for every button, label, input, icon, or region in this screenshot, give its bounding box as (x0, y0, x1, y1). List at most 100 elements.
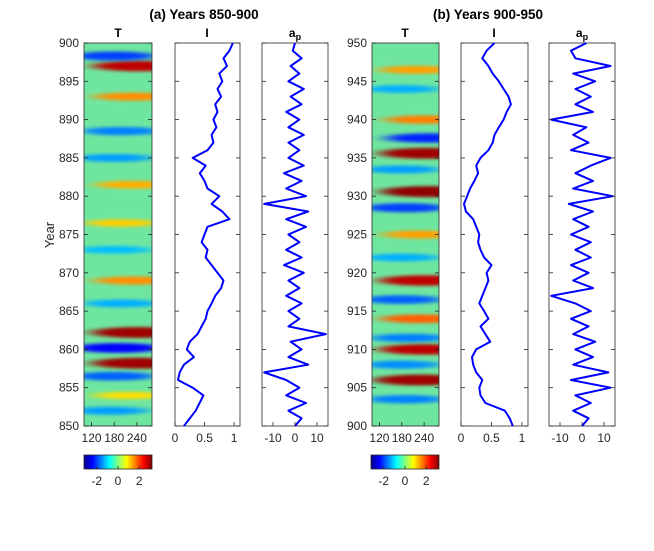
panel-title-ap-b: ap (576, 26, 589, 42)
heatmap-band (84, 245, 152, 254)
x-tick-label: 10 (597, 431, 611, 445)
heatmap-band (84, 371, 152, 381)
heatmap-band (385, 133, 439, 143)
heatmap-band (372, 165, 439, 174)
y-tick-label: 940 (347, 113, 367, 127)
heatmap-band (372, 394, 439, 404)
heatmap-band (373, 374, 439, 386)
heatmap-band (84, 219, 152, 227)
heatmap-band (385, 115, 439, 124)
heatmap-band (380, 314, 439, 324)
heatmap-band (372, 295, 439, 305)
heatmap-band (84, 342, 152, 353)
x-tick-label: 10 (310, 431, 324, 445)
panel-title-ap-a: ap (289, 26, 302, 42)
heatmap-band (372, 333, 439, 343)
colorbar-tick-label: -2 (378, 474, 389, 488)
heatmap-band (95, 180, 152, 189)
x-tick-label: 1 (231, 431, 238, 445)
heatmap-band (378, 275, 439, 286)
colorbar-tick-label: 2 (423, 474, 430, 488)
x-tick-label: 240 (414, 431, 434, 445)
colorbar-b-gradient (371, 455, 439, 469)
x-tick-label: 240 (127, 431, 147, 445)
heatmap-band (382, 230, 439, 239)
y-tick-label: 850 (59, 419, 79, 433)
heatmap-band (93, 391, 152, 400)
colorbar-ticks: -2 0 2 -2 0 2 (91, 466, 430, 488)
panel-title-T-b: T (401, 26, 409, 40)
heatmap-band (94, 276, 152, 285)
heatmap-band (372, 85, 439, 93)
line-panel-I-b (460, 42, 529, 427)
line-panel-ap-b (548, 42, 616, 427)
heatmap-band (84, 51, 152, 61)
heatmap-band (372, 203, 439, 213)
title-b: (b) Years 900-950 (433, 7, 543, 22)
panel-I-b-frame (460, 42, 529, 427)
x-tick-label: 0.5 (483, 431, 500, 445)
heatmap-band (372, 253, 439, 262)
y-tick-label: 895 (59, 74, 79, 88)
y-tick-label: 920 (347, 266, 367, 280)
y-tick-label: 930 (347, 189, 367, 203)
heatmap-band (84, 153, 152, 162)
line-panel-I-a (174, 42, 241, 427)
x-tick-label: -10 (264, 431, 282, 445)
panel-title-I-b: I (492, 26, 495, 40)
x-tick-label: 0 (172, 431, 179, 445)
heatmap-band (92, 60, 152, 72)
axis-ticks: 120 180 2408508558608658708758808858908959… (59, 36, 615, 445)
x-tick-label: 1 (519, 431, 526, 445)
y-tick-label: 855 (59, 381, 79, 395)
heatmap-band (378, 344, 439, 355)
panel-I-a-frame (174, 42, 241, 427)
x-tick-label: 0 (458, 431, 465, 445)
line-panel-ap-a (261, 42, 329, 427)
y-tick-label: 925 (347, 228, 367, 242)
colorbar-a-gradient (84, 455, 152, 469)
x-tick-label: 0.5 (196, 431, 213, 445)
heatmap-panel-b (371, 42, 440, 427)
x-tick-label: 180 (392, 431, 412, 445)
heatmap-band (84, 126, 152, 136)
x-tick-label: 0 (579, 431, 586, 445)
panel-title-T-a: T (114, 26, 122, 40)
y-tick-label: 875 (59, 228, 79, 242)
y-tick-label: 935 (347, 151, 367, 165)
heatmap-band (84, 406, 149, 415)
y-tick-label: 910 (347, 342, 367, 356)
colorbar-tick-label: 0 (115, 474, 122, 488)
y-tick-label: 860 (59, 342, 79, 356)
x-tick-label: 180 (104, 431, 124, 445)
heatmap-band (84, 299, 152, 308)
colorbar-tick-label: 2 (136, 474, 143, 488)
series-I-a (177, 42, 234, 427)
colorbar-tick-label: -2 (91, 474, 102, 488)
y-tick-label: 885 (59, 151, 79, 165)
heatmap-band (91, 357, 152, 369)
y-tick-label: 870 (59, 266, 79, 280)
panel-title-I-a: I (205, 26, 208, 40)
y-tick-label: 900 (347, 419, 367, 433)
x-tick-label: -10 (551, 431, 569, 445)
heatmap-panel-a (83, 42, 153, 427)
heatmap-band (379, 147, 439, 159)
y-tick-label: 945 (347, 74, 367, 88)
y-tick-label: 865 (59, 304, 79, 318)
series-ap-a (263, 42, 327, 427)
series-ap-b (550, 42, 614, 427)
y-tick-label: 915 (347, 304, 367, 318)
heatmap-a-bands (84, 51, 152, 415)
x-tick-label: 120 (369, 431, 389, 445)
colorbar-tick-label: 0 (402, 474, 409, 488)
title-a: (a) Years 850-900 (149, 7, 258, 22)
heatmap-band (94, 92, 152, 101)
y-axis-label: Year (42, 221, 57, 248)
y-tick-label: 890 (59, 113, 79, 127)
heatmap-band (378, 65, 439, 74)
series-I-b (463, 42, 514, 427)
heatmap-band (91, 327, 152, 338)
x-tick-label: 120 (82, 431, 102, 445)
